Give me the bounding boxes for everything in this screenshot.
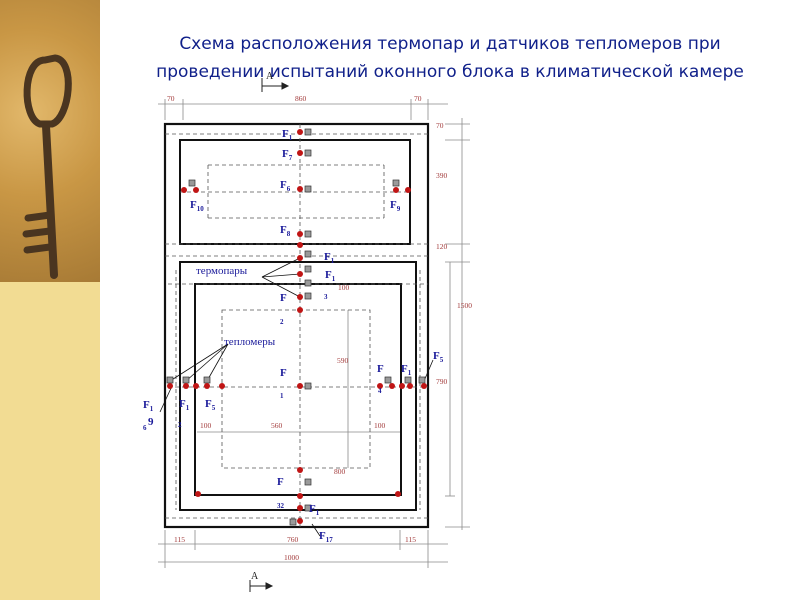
label-f8: F8 (280, 224, 291, 238)
dim-right-120: 120 (436, 242, 448, 251)
callout-heat-meters: тепломеры (224, 336, 276, 348)
label-f12: F1 (179, 398, 190, 412)
thermocouple-points (167, 129, 427, 524)
label-f10: F10 (190, 199, 204, 213)
label-f32-digits: 32 (277, 502, 285, 510)
label-f17: F17 (319, 530, 333, 544)
section-arrow-top (261, 78, 290, 92)
label-f1-top: F1 (282, 128, 293, 142)
dim-right-790: 790 (436, 377, 448, 386)
dim-bottom-center: 760 (287, 535, 299, 544)
window-frames (163, 122, 430, 529)
dim-right-1500: 1500 (457, 301, 472, 310)
key-photo (0, 0, 100, 282)
dim-inner-100-right: 100 (374, 421, 386, 430)
dim-inner-100-top: 100 (338, 283, 350, 292)
label-f1-mid: F1 (324, 251, 335, 265)
slide-title: Схема расположения термопар и датчиков т… (105, 30, 795, 86)
title-line-2: проведении испытаний оконного блока в кл… (156, 62, 744, 82)
dim-top-right: 70 (414, 94, 422, 103)
dim-bottom-total: 1000 (284, 553, 299, 562)
heat-meter-sensors (166, 128, 426, 526)
dashed-guides (165, 124, 428, 527)
dim-inner-560: 560 (271, 421, 283, 430)
callout-thermocouples: термопары (196, 265, 248, 277)
label-f13-digit: 3 (324, 293, 328, 301)
dim-top-left: 70 (167, 94, 175, 103)
sidebar-panel (0, 0, 100, 600)
dim-inner-100-left: 100 (200, 421, 212, 430)
label-f12-digit: 2 (178, 421, 182, 429)
section-arrow-bottom (249, 580, 274, 592)
section-label-bottom: А (251, 571, 259, 582)
label-f1-bottom: F1 (309, 503, 320, 517)
dim-top-center: 860 (295, 94, 307, 103)
dimension-lines (158, 99, 470, 568)
title-line-1: Схема расположения термопар и датчиков т… (179, 34, 721, 54)
label-f13: F1 (325, 269, 336, 283)
section-label-top: А (266, 71, 274, 82)
label-f1-center: F (280, 367, 287, 379)
label-f2: F (280, 292, 287, 304)
label-f2-digit: 2 (280, 318, 284, 326)
callout-leaders (159, 257, 434, 537)
label-f6: F6 (280, 179, 291, 193)
label-f11: F1 (401, 363, 412, 377)
dim-bottom-left: 115 (174, 535, 185, 544)
label-f4: F (377, 363, 384, 375)
key-icon (22, 54, 72, 279)
label-f1-center-digit: 1 (280, 392, 284, 400)
label-f9: F9 (390, 199, 401, 213)
dim-right-70: 70 (436, 121, 444, 130)
label-f16-nine: 9 (148, 416, 154, 428)
label-f4-digit: 4 (378, 387, 382, 395)
label-f7: F7 (282, 148, 293, 162)
dim-bottom-right: 115 (405, 535, 416, 544)
dim-right-390: 390 (436, 171, 448, 180)
label-f16-left: F1 (143, 399, 154, 413)
label-f16-digits: 6 (143, 424, 147, 432)
label-f32: F (277, 476, 284, 488)
label-f5: F5 (205, 398, 216, 412)
dim-inner-590: 590 (337, 356, 349, 365)
label-f15: F5 (433, 350, 444, 364)
dim-inner-800: 800 (334, 467, 346, 476)
